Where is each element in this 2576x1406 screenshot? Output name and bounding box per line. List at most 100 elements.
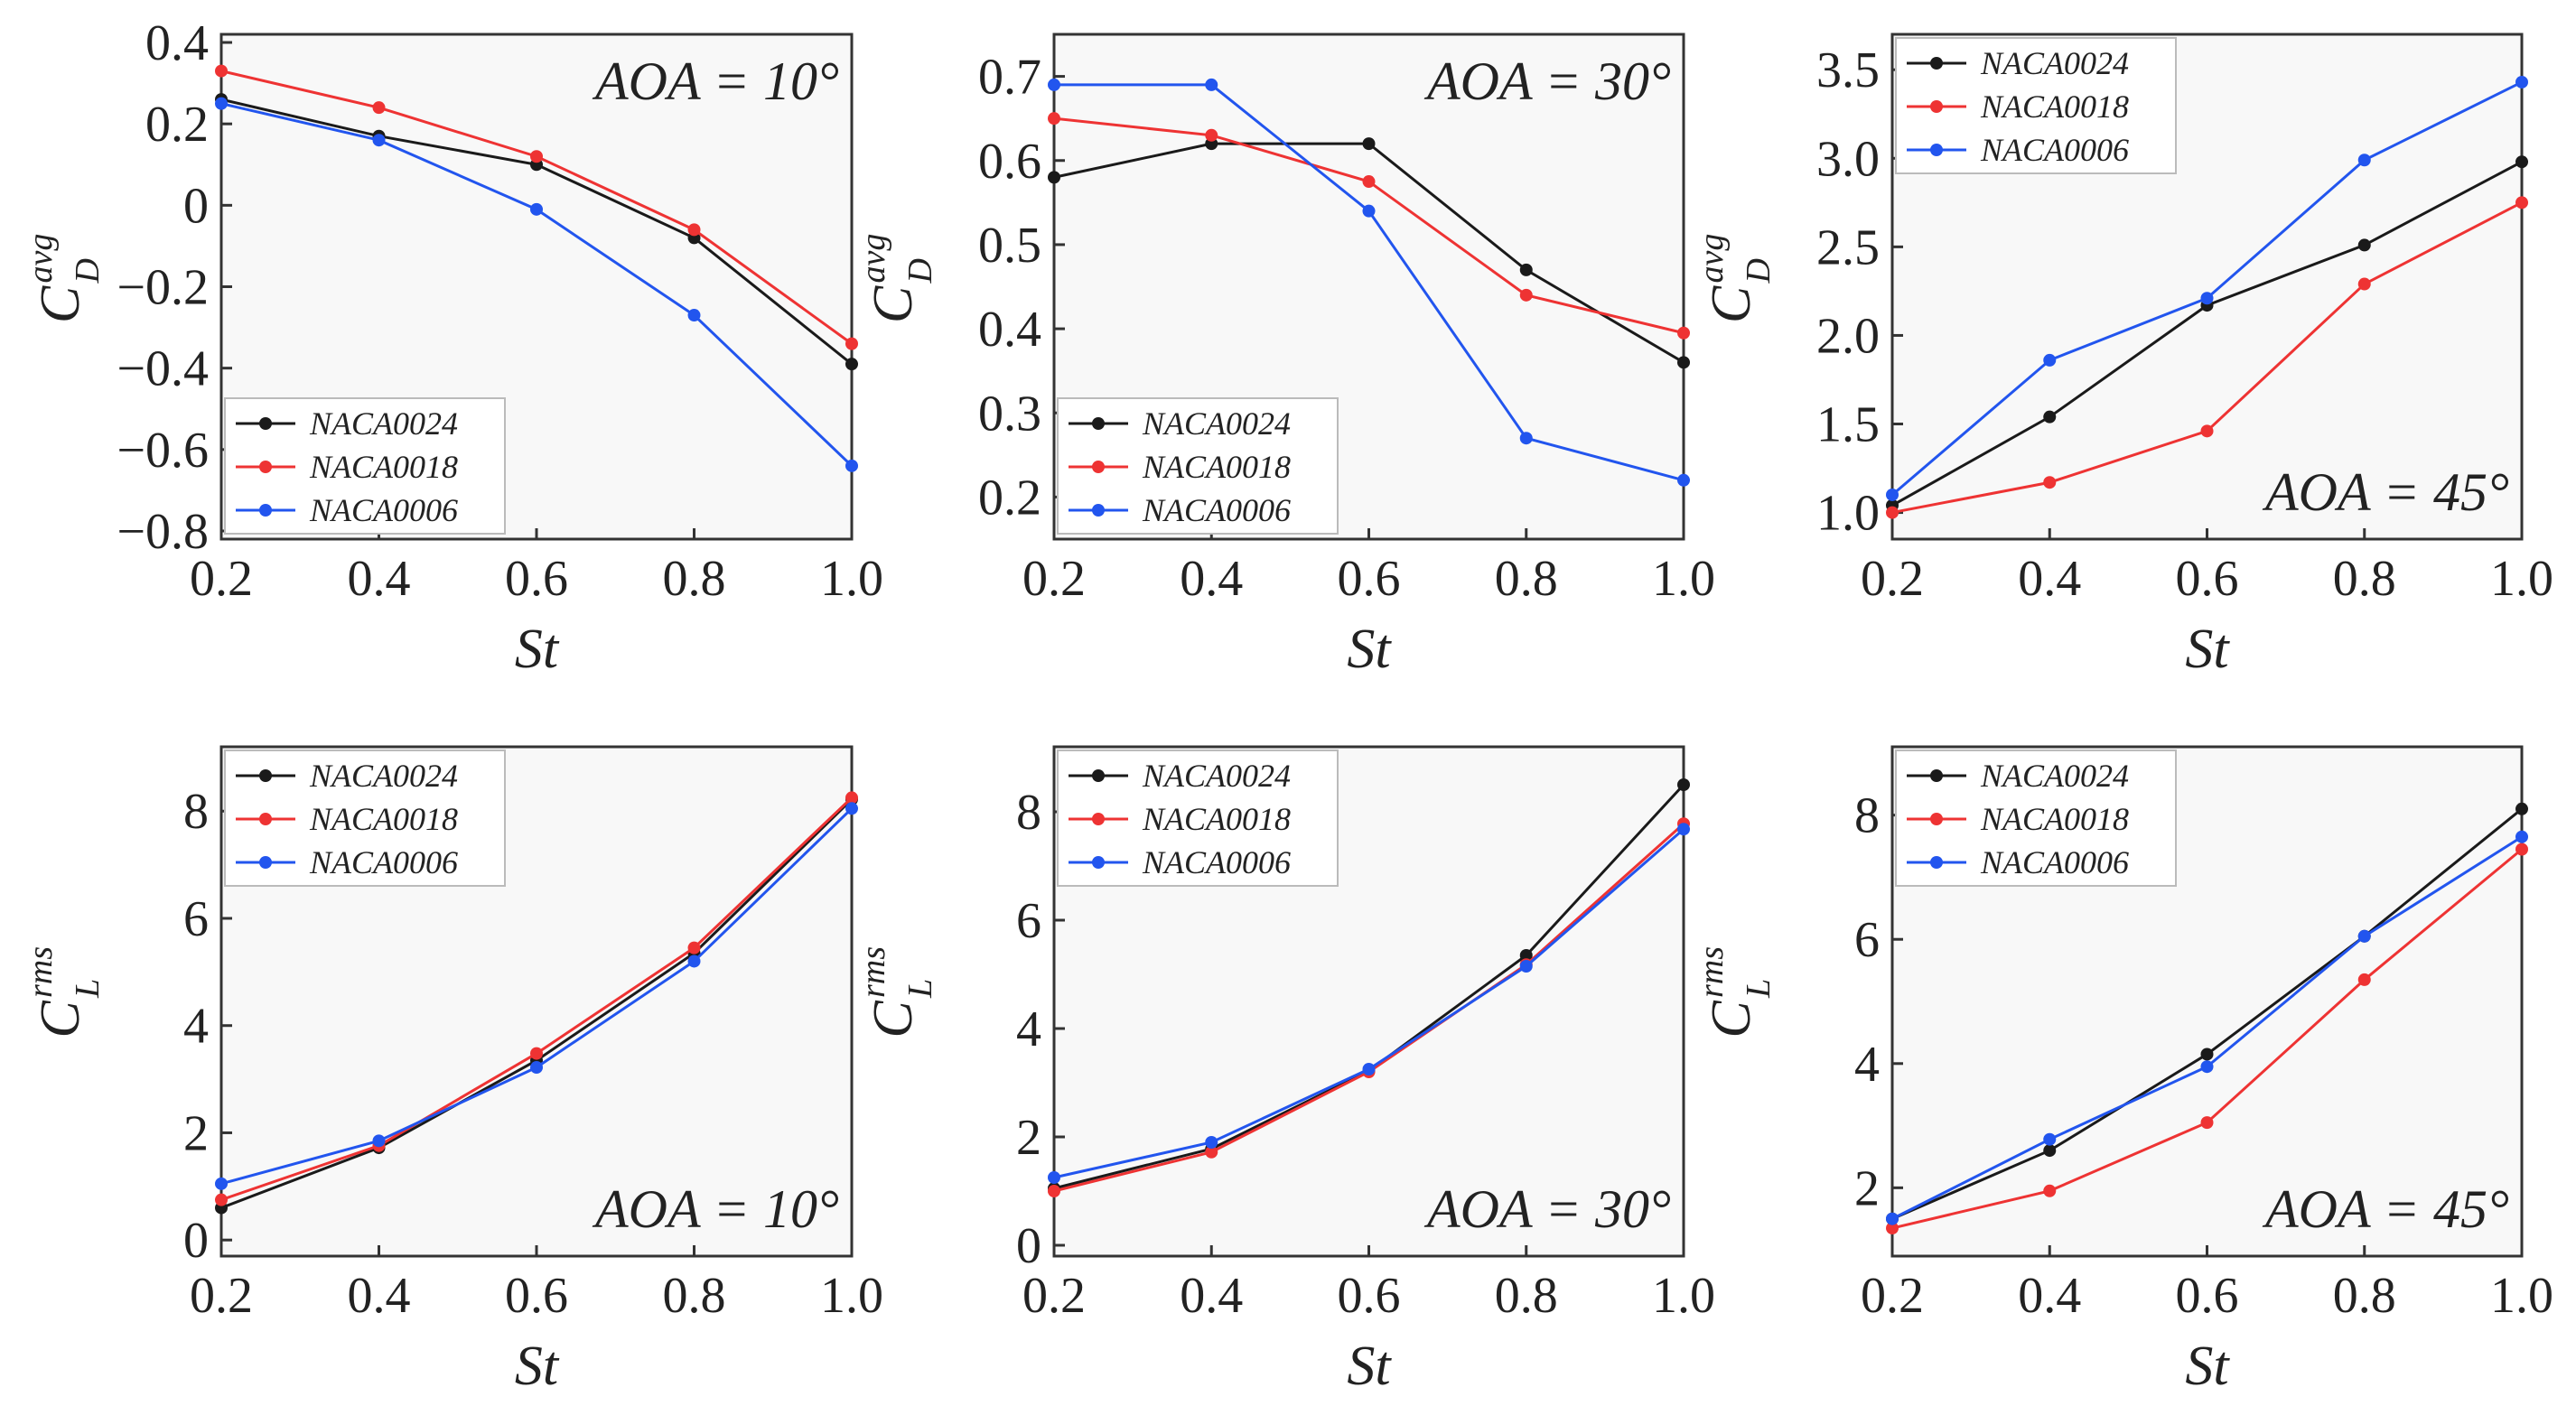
y-tick-label: −0.6: [117, 423, 209, 479]
data-point-NACA0018: [1205, 1145, 1218, 1159]
y-tick-label: 0: [183, 178, 209, 234]
data-point-NACA0018: [1886, 506, 1899, 519]
x-tick-label: 0.6: [2176, 551, 2239, 607]
x-axis-label: St: [2185, 1336, 2230, 1397]
x-tick-label: 0.8: [2333, 551, 2396, 607]
y-tick-label: 0.2: [145, 97, 209, 153]
x-tick-label: 0.4: [348, 551, 411, 607]
data-point-NACA0006: [1048, 1171, 1060, 1184]
data-point-NACA0018: [1048, 1185, 1060, 1197]
y-axis-label-sub: L: [1740, 979, 1778, 999]
data-point-NACA0024: [2515, 155, 2528, 169]
data-point-NACA0006: [1205, 78, 1218, 91]
data-point-NACA0006: [1677, 473, 1690, 487]
data-point-NACA0006: [1677, 823, 1690, 836]
y-tick-label: 2.5: [1816, 219, 1880, 275]
data-point-NACA0006: [2515, 830, 2528, 843]
y-tick-label: 1.5: [1816, 397, 1880, 453]
data-point-NACA0006: [687, 954, 701, 968]
y-axis-label-sub: D: [1740, 258, 1778, 284]
data-point-NACA0018: [1519, 288, 1533, 302]
legend-label: NACA0024: [1980, 45, 2129, 81]
data-point-NACA0018: [2043, 476, 2057, 489]
legend-marker-NACA0024: [259, 769, 272, 782]
legend-marker-NACA0024: [1092, 769, 1105, 782]
y-tick-label: 4: [1016, 1001, 1041, 1057]
y-tick-label: 8: [1854, 788, 1880, 844]
y-tick-label: −0.4: [117, 341, 209, 397]
legend-label: NACA0018: [1980, 88, 2129, 125]
data-point-NACA0024: [1362, 137, 1376, 151]
legend-label: NACA0024: [309, 758, 458, 794]
y-tick-label: 2: [183, 1105, 209, 1161]
x-tick-label: 0.6: [505, 1268, 568, 1324]
y-axis-label-base: C: [1701, 285, 1762, 323]
y-tick-label: 8: [1016, 785, 1041, 841]
y-axis-label-sub: L: [901, 979, 939, 999]
y-tick-label: 4: [1854, 1037, 1880, 1093]
data-point-NACA0006: [1886, 1212, 1899, 1225]
legend-label: NACA0018: [309, 449, 458, 485]
legend-label: NACA0006: [1980, 844, 2129, 880]
x-tick-label: 0.4: [348, 1268, 411, 1324]
x-tick-label: 0.8: [1495, 1268, 1558, 1324]
data-point-NACA0024: [2043, 410, 2057, 424]
data-point-NACA0018: [2200, 1116, 2214, 1130]
data-point-NACA0006: [1362, 204, 1376, 218]
y-tick-label: 2.0: [1816, 308, 1880, 364]
x-tick-label: 0.8: [2333, 1268, 2396, 1324]
x-tick-label: 0.2: [1861, 1268, 1924, 1324]
legend-marker-NACA0024: [1092, 417, 1105, 430]
data-point-NACA0024: [1519, 263, 1533, 276]
data-point-NACA0018: [687, 941, 701, 954]
x-tick-label: 0.8: [1495, 551, 1558, 607]
legend-label: NACA0006: [309, 844, 458, 880]
x-axis-label: St: [2185, 619, 2230, 680]
data-point-NACA0006: [1886, 488, 1899, 501]
data-point-NACA0006: [2043, 1132, 2057, 1146]
y-tick-label: 0.7: [978, 50, 1041, 106]
data-point-NACA0006: [1362, 1063, 1376, 1075]
y-tick-label: −0.2: [117, 260, 209, 316]
data-point-NACA0018: [1048, 112, 1060, 126]
legend-label: NACA0024: [1142, 405, 1291, 442]
legend-marker-NACA0018: [1930, 100, 1943, 113]
y-axis-label-sup: rms: [1693, 946, 1731, 998]
legend-marker-NACA0006: [1930, 144, 1943, 156]
x-tick-label: 0.4: [2018, 551, 2081, 607]
y-axis-label-sup: avg: [22, 234, 60, 284]
legend-marker-NACA0006: [1930, 856, 1943, 869]
legend-label: NACA0006: [1142, 492, 1291, 528]
data-point-NACA0006: [1519, 432, 1533, 445]
data-point-NACA0018: [1886, 1222, 1899, 1235]
y-axis-label-base: C: [1701, 1001, 1762, 1038]
legend-label: NACA0006: [1142, 844, 1291, 880]
legend: NACA0024 NACA0018 NACA0006: [1895, 750, 2177, 887]
x-tick-label: 0.6: [1338, 1268, 1401, 1324]
data-point-NACA0006: [372, 134, 386, 147]
x-tick-label: 1.0: [2490, 1268, 2553, 1324]
legend-label: NACA0024: [1142, 758, 1291, 794]
data-point-NACA0018: [2357, 973, 2371, 986]
y-tick-label: 8: [183, 784, 209, 840]
y-axis-label-base: C: [863, 1001, 924, 1038]
y-tick-label: 0.6: [978, 134, 1041, 190]
x-axis-label: St: [1347, 619, 1392, 680]
data-point-NACA0006: [372, 1134, 386, 1148]
aoa-annotation: AOA = 30°: [1423, 1179, 1671, 1239]
y-axis-label-base: C: [30, 1001, 91, 1038]
y-tick-label: 6: [1016, 893, 1041, 949]
legend: NACA0024 NACA0018 NACA0006: [224, 397, 506, 535]
x-tick-label: 0.6: [505, 551, 568, 607]
legend-marker-NACA0006: [259, 856, 272, 869]
legend-label: NACA0018: [1142, 801, 1291, 837]
data-point-NACA0006: [1205, 1136, 1218, 1149]
data-point-NACA0024: [1677, 356, 1690, 369]
